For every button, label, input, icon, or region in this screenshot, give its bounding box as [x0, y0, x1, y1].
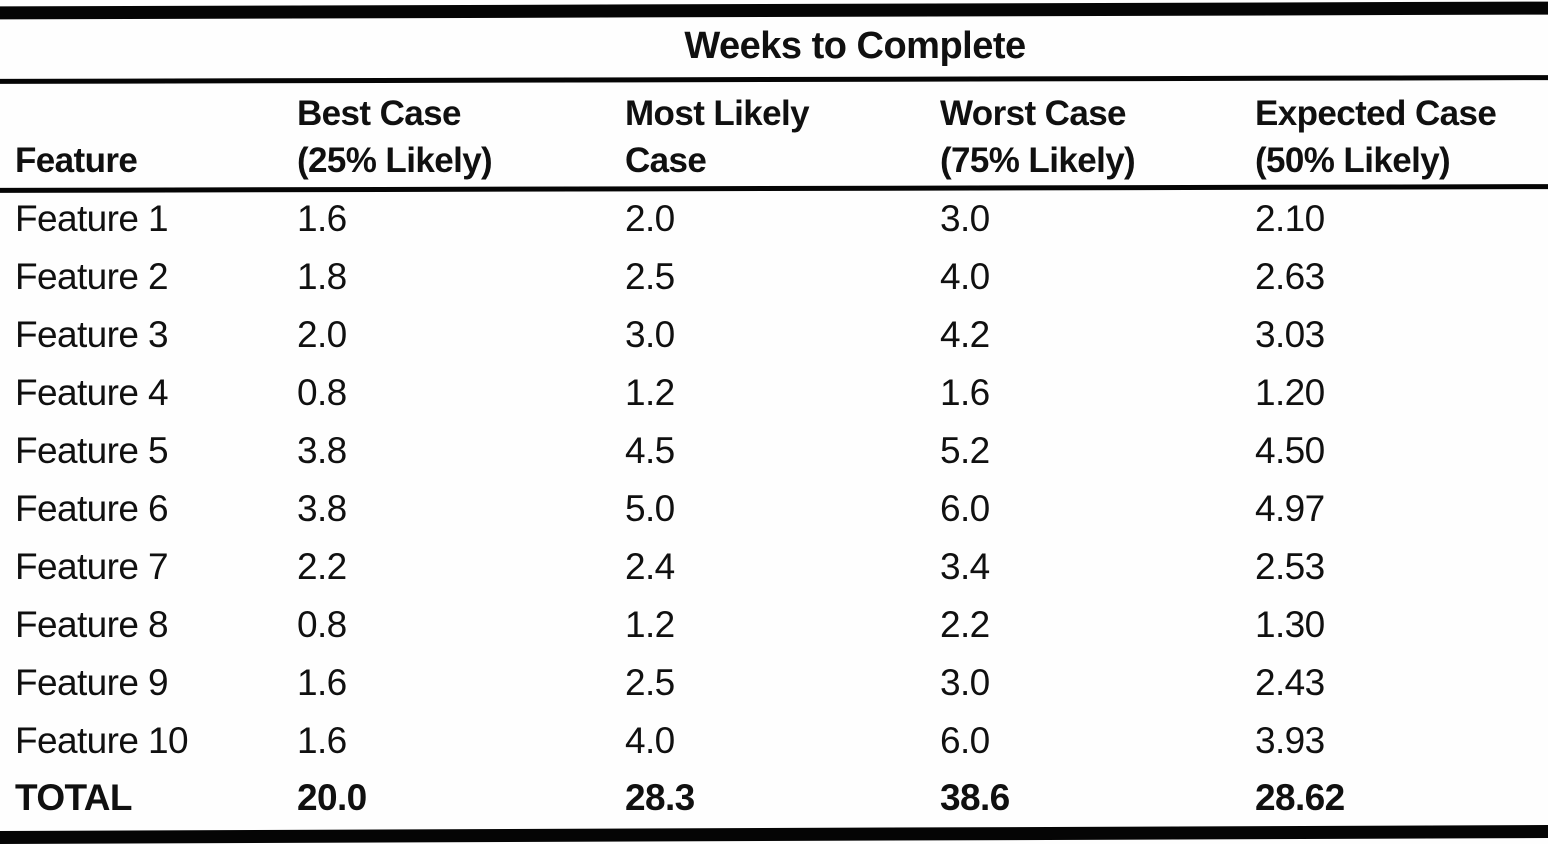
most-likely-cell: 1.2: [625, 603, 675, 645]
expected-case-cell: 2.63: [1255, 255, 1325, 297]
table-title: Weeks to Complete: [684, 25, 1026, 68]
expected-case-cell: 4.50: [1255, 429, 1325, 471]
table-body: Feature 1 1.6 2.0 3.0 2.10 Feature 2 1.8…: [0, 191, 1548, 828]
table-row: Feature 8 0.8 1.2 2.2 1.30: [0, 597, 1548, 655]
column-header-expected-case: Expected Case (50% Likely): [1255, 94, 1497, 180]
expected-case-cell: 2.43: [1255, 661, 1325, 703]
worst-case-cell: 3.4: [940, 545, 990, 587]
table-row: Feature 9 1.6 2.5 3.0 2.43: [0, 655, 1548, 713]
worst-case-cell: 6.0: [940, 719, 990, 761]
column-header-row: Feature Best Case (25% Likely) Most Like…: [0, 82, 1548, 186]
total-worst-case: 38.6: [940, 777, 1010, 818]
feature-cell: Feature 3: [15, 313, 169, 355]
best-case-cell: 1.6: [297, 661, 347, 703]
worst-case-cell: 6.0: [940, 487, 990, 529]
worst-case-cell: 3.0: [940, 661, 990, 703]
column-header-worst-case: Worst Case (75% Likely): [940, 94, 1136, 180]
column-header-best-case: Best Case (25% Likely): [297, 94, 493, 180]
most-likely-cell: 5.0: [625, 487, 675, 529]
worst-case-cell: 3.0: [940, 197, 990, 239]
table-row: Feature 1 1.6 2.0 3.0 2.10: [0, 191, 1548, 249]
best-case-cell: 1.6: [297, 197, 347, 239]
total-expected-case: 28.62: [1255, 777, 1345, 818]
worst-case-cell: 4.2: [940, 313, 990, 355]
expected-case-cell: 2.53: [1255, 545, 1325, 587]
table-row: Feature 4 0.8 1.2 1.6 1.20: [0, 365, 1548, 423]
worst-case-cell: 2.2: [940, 603, 990, 645]
feature-cell: Feature 8: [15, 603, 169, 645]
table-row: Feature 3 2.0 3.0 4.2 3.03: [0, 307, 1548, 365]
total-best-case: 20.0: [297, 777, 367, 818]
best-case-cell: 2.0: [297, 313, 347, 355]
feature-cell: Feature 4: [15, 371, 169, 413]
column-header-most-likely-case: Most Likely Case: [625, 94, 810, 180]
most-likely-cell: 2.5: [625, 661, 675, 703]
worst-case-cell: 1.6: [940, 371, 990, 413]
feature-cell: Feature 10: [15, 719, 189, 761]
table-row: Feature 2 1.8 2.5 4.0 2.63: [0, 249, 1548, 307]
total-label: TOTAL: [15, 777, 132, 818]
most-likely-cell: 4.0: [625, 719, 675, 761]
feature-cell: Feature 2: [15, 255, 169, 297]
expected-case-cell: 1.30: [1255, 603, 1325, 645]
table-title-row: Weeks to Complete: [0, 17, 1548, 77]
expected-case-cell: 2.10: [1255, 197, 1325, 239]
feature-cell: Feature 5: [15, 429, 169, 471]
expected-case-cell: 1.20: [1255, 371, 1325, 413]
most-likely-cell: 2.0: [625, 197, 675, 239]
most-likely-cell: 4.5: [625, 429, 675, 471]
best-case-cell: 2.2: [297, 545, 347, 587]
best-case-cell: 1.8: [297, 255, 347, 297]
most-likely-cell: 2.4: [625, 545, 675, 587]
expected-case-cell: 4.97: [1255, 487, 1325, 529]
table-row: Feature 5 3.8 4.5 5.2 4.50: [0, 423, 1548, 481]
total-row: TOTAL 20.0 28.3 38.6 28.62: [0, 771, 1548, 828]
most-likely-cell: 3.0: [625, 313, 675, 355]
best-case-cell: 3.8: [297, 429, 347, 471]
feature-cell: Feature 9: [15, 661, 169, 703]
expected-case-cell: 3.03: [1255, 313, 1325, 355]
table-row: Feature 10 1.6 4.0 6.0 3.93: [0, 713, 1548, 771]
feature-cell: Feature 1: [15, 197, 169, 239]
most-likely-cell: 1.2: [625, 371, 675, 413]
worst-case-cell: 5.2: [940, 429, 990, 471]
worst-case-cell: 4.0: [940, 255, 990, 297]
best-case-cell: 1.6: [297, 719, 347, 761]
feature-cell: Feature 7: [15, 545, 169, 587]
total-most-likely: 28.3: [625, 777, 695, 818]
column-header-feature: Feature: [15, 140, 138, 180]
table-row: Feature 6 3.8 5.0 6.0 4.97: [0, 481, 1548, 539]
best-case-cell: 0.8: [297, 371, 347, 413]
best-case-cell: 3.8: [297, 487, 347, 529]
best-case-cell: 0.8: [297, 603, 347, 645]
most-likely-cell: 2.5: [625, 255, 675, 297]
feature-cell: Feature 6: [15, 487, 169, 529]
expected-case-cell: 3.93: [1255, 719, 1325, 761]
table-row: Feature 7 2.2 2.4 3.4 2.53: [0, 539, 1548, 597]
